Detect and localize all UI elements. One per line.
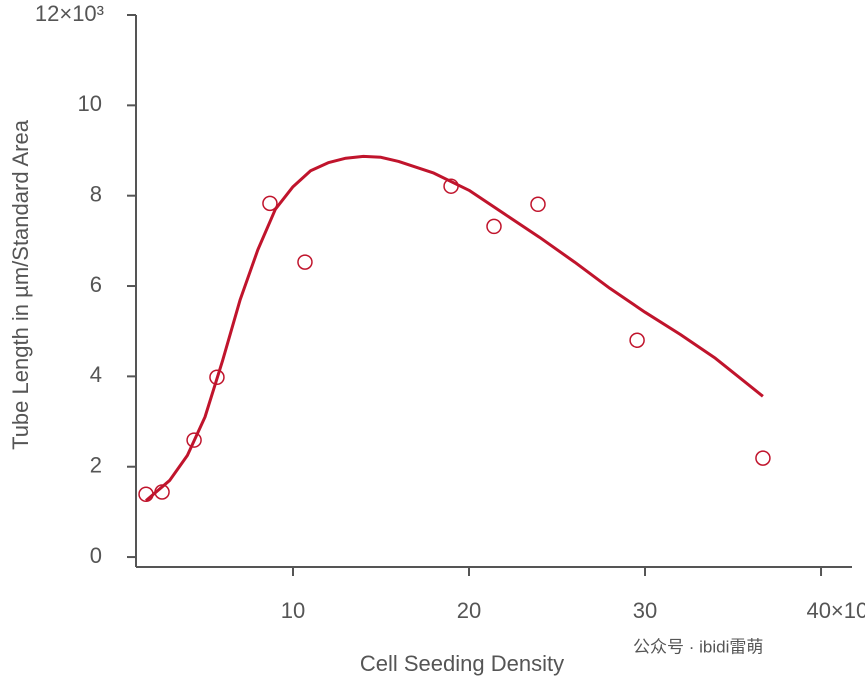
data-point bbox=[486, 218, 502, 235]
y-tick-label: 6 bbox=[90, 272, 102, 297]
data-point bbox=[154, 484, 170, 500]
x-tick-label: 10 bbox=[281, 598, 305, 623]
data-point bbox=[443, 178, 459, 194]
y-axis-label: Tube Length in µm/Standard Area bbox=[8, 119, 33, 450]
data-point bbox=[297, 254, 313, 270]
y-tick-label: 12×10³ bbox=[35, 1, 104, 26]
x-axis-label: Cell Seeding Density bbox=[360, 651, 564, 676]
x-tick-label: 40×10³ bbox=[806, 598, 865, 623]
fit-line bbox=[145, 154, 764, 502]
data-point bbox=[530, 196, 546, 213]
data-point bbox=[209, 369, 225, 386]
y-tick-label: 2 bbox=[90, 453, 102, 478]
y-tick-label: 0 bbox=[90, 543, 102, 568]
watermark: 公众号 · ibidi雷萌 bbox=[633, 637, 763, 656]
data-point bbox=[262, 195, 278, 212]
x-tick-label: 20 bbox=[457, 598, 481, 623]
y-tick-label: 4 bbox=[90, 362, 102, 387]
data-point bbox=[629, 332, 645, 348]
data-point bbox=[186, 432, 202, 448]
y-tick-label: 10 bbox=[78, 91, 102, 116]
x-tick-label: 30 bbox=[633, 598, 657, 623]
data-point bbox=[138, 486, 154, 503]
y-tick-label: 8 bbox=[90, 181, 102, 206]
data-point bbox=[755, 450, 771, 466]
